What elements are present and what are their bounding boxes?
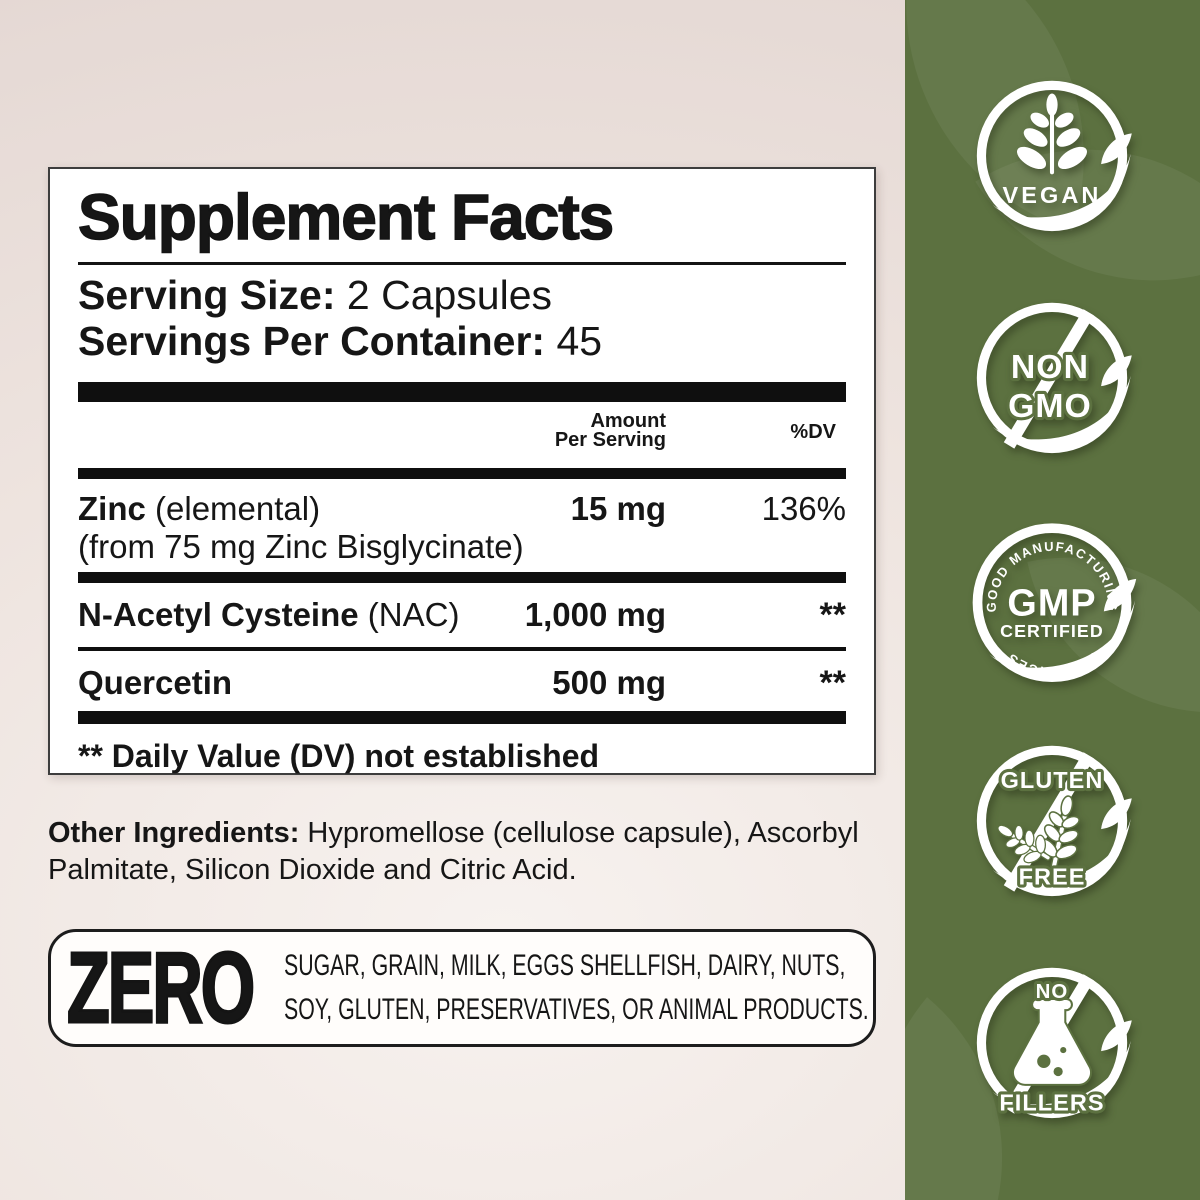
nutrient-dv: 136% (761, 490, 846, 527)
plant-icon (1017, 93, 1087, 175)
nutrient-row-zinc: Zinc (elemental) 15 mg 136% (78, 490, 846, 528)
flask-icon (1011, 997, 1093, 1086)
nutrient-dv: ** (819, 596, 846, 634)
nutrient-amount: 15 mg (570, 490, 666, 527)
section-bar (78, 382, 846, 402)
zero-word: ZERO (66, 932, 256, 1044)
supplement-facts-panel: Supplement Facts Serving Size: 2 Capsule… (48, 167, 876, 775)
gmp-center: GMP (1007, 583, 1096, 625)
serving-size-label: Serving Size: (78, 272, 336, 318)
serving-size-line: Serving Size: 2 Capsules (78, 272, 846, 318)
no-fillers-top: NO (1036, 980, 1069, 1003)
gluten-free-badge: GLUTEN FREE (962, 735, 1142, 915)
nutrient-amount: 1,000 mg (524, 596, 666, 633)
gmp-certified-badge: GOOD MANUFACTURING GMP CERTIFIED PRACTIC… (957, 512, 1147, 702)
gmp-certified-label: CERTIFIED (1000, 621, 1104, 641)
panel-title: Supplement Facts (77, 181, 615, 253)
nutrient-name: Quercetin (78, 664, 233, 701)
column-headers: Amount Per Serving %DV (78, 410, 846, 450)
zero-claims-box: ZERO SUGAR, GRAIN, MILK, EGGS SHELLFISH,… (48, 929, 876, 1047)
svg-text:PRACTICES: PRACTICES (1004, 650, 1100, 680)
title-divider (78, 262, 846, 265)
nutrient-subname: (from 75 mg Zinc Bisglycinate) (78, 528, 524, 565)
section-bar (78, 572, 846, 583)
zero-claims-text: SUGAR, GRAIN, MILK, EGGS SHELLFISH, DAIR… (284, 949, 869, 1026)
gmp-arc-bottom: PRACTICES (1004, 650, 1099, 680)
daily-value-footnote: ** Daily Value (DV) not established (78, 738, 600, 774)
dv-column-header: %DV (790, 421, 836, 443)
non-gmo-line1: NON (1011, 348, 1089, 386)
other-ingredients: Other Ingredients: Hypromellose (cellulo… (48, 817, 859, 886)
nutrient-name: N-Acetyl Cysteine (NAC) (78, 596, 460, 633)
other-ingredients-label: Other Ingredients: (48, 817, 300, 849)
servings-per-container-value: 45 (556, 318, 603, 364)
section-bar (78, 468, 846, 479)
no-fillers-badge: NO FILLERS (962, 957, 1142, 1137)
section-line (78, 647, 846, 651)
gluten-free-bottom: FREE (1019, 863, 1086, 889)
nutrient-name: Zinc (elemental) (78, 490, 321, 527)
section-bar (78, 711, 846, 724)
amount-column-header: Amount Per Serving (554, 410, 666, 451)
serving-size-value: 2 Capsules (346, 272, 553, 318)
non-gmo-line2: GMO (1008, 387, 1092, 425)
vegan-badge: VEGAN (962, 70, 1142, 250)
nutrient-dv: ** (819, 664, 846, 702)
no-fillers-bottom: FILLERS (999, 1089, 1104, 1115)
servings-per-container-line: Servings Per Container: 45 (78, 318, 846, 364)
gluten-free-top: GLUTEN (1001, 767, 1104, 793)
nutrient-row-nac: N-Acetyl Cysteine (NAC) 1,000 mg ** (78, 595, 846, 635)
non-gmo-badge: NON GMO (962, 292, 1142, 472)
nutrient-row-quercetin: Quercetin 500 mg ** (78, 663, 846, 703)
servings-per-container-label: Servings Per Container: (78, 318, 546, 364)
vegan-badge-label: VEGAN (1003, 182, 1102, 208)
nutrient-amount: 500 mg (552, 664, 666, 701)
